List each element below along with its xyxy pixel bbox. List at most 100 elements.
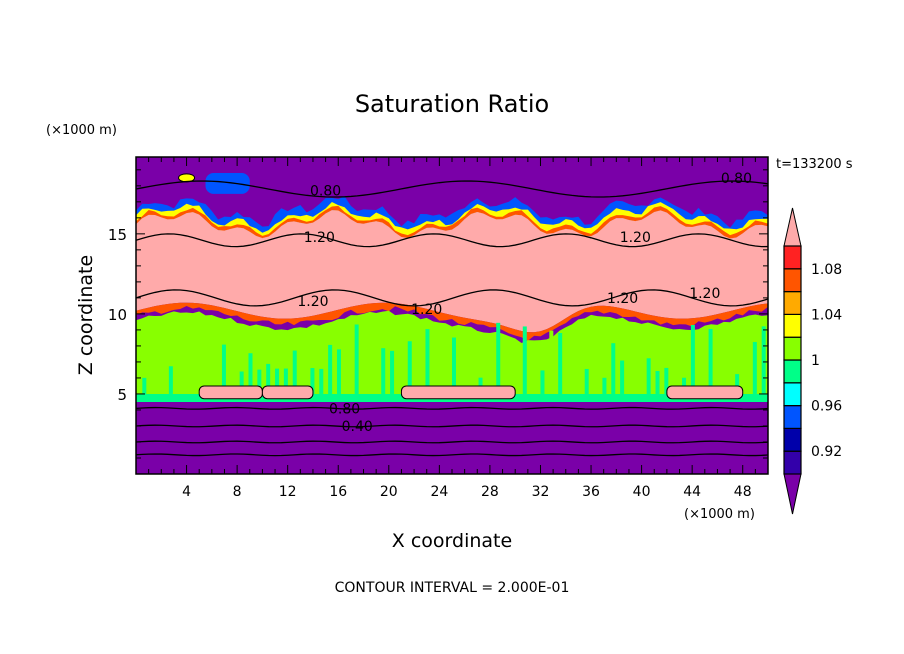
cloud-streak (628, 327, 633, 394)
cloud-streak (726, 373, 731, 394)
x-tick-label: 28 (481, 484, 499, 500)
y-tick-label: 15 (108, 226, 127, 244)
contour-label: 1.20 (304, 230, 335, 246)
stable-pocket (198, 385, 263, 400)
colorbar-swatch (783, 291, 802, 316)
cloud-streak (505, 374, 510, 394)
cloud-streak (257, 369, 262, 394)
upper-moist-patch (205, 173, 250, 194)
cloud-streak (372, 369, 377, 394)
x-tick-label: 32 (532, 484, 550, 500)
cloud-streak (292, 350, 297, 394)
cloud-streak (266, 363, 271, 394)
cloud-streak (336, 349, 341, 394)
contour-label: 0.40 (342, 419, 373, 435)
cloud-streak (248, 353, 253, 394)
x-tick-label: 40 (633, 484, 651, 500)
x-unit-label: (×1000 m) (684, 507, 755, 522)
colorbar-swatch (783, 336, 802, 361)
contour-label: 1.20 (411, 302, 442, 318)
contour-0.80-upper (135, 180, 769, 198)
cloud-streak (540, 370, 545, 394)
cloud-streak (319, 368, 324, 394)
cloud-streak (673, 362, 678, 394)
cloud-streak (390, 350, 395, 394)
contour-field: 0.80 0.80 1.20 1.20 1.20 1.20 1.20 1.20 0.80 0.40 (135, 157, 769, 474)
y-tick-label: 10 (108, 306, 127, 324)
cloud-streak (637, 349, 642, 394)
contour-label: 0.80 (310, 184, 341, 200)
supersaturated-region (136, 210, 768, 333)
cloud-streak (602, 377, 607, 394)
contour-low-0 (135, 406, 769, 410)
contour-label: 1.20 (620, 230, 651, 246)
x-tick-label: 16 (329, 484, 347, 500)
cloud-streak (620, 360, 625, 394)
upper-transition-blue (136, 196, 768, 239)
colorbar-swatch (783, 359, 802, 384)
cloud-streak (664, 367, 669, 394)
cloud-streak (328, 344, 333, 394)
cloud-streak (549, 330, 554, 394)
cloud-streak (407, 341, 412, 394)
cloud-streak (398, 370, 403, 394)
stable-pocket (400, 385, 516, 400)
cloud-streak (186, 332, 191, 394)
cloud-streak (213, 336, 218, 394)
lower-transition-orange (136, 302, 768, 341)
contour-label: 0.80 (721, 171, 752, 187)
colorbar-swatch (783, 427, 802, 452)
cloud-streak (699, 355, 704, 394)
x-tick-label: 24 (430, 484, 448, 500)
colorbar-label: 0.92 (811, 444, 842, 460)
cloud-streak (584, 368, 589, 394)
y-tick-label: 5 (117, 386, 127, 404)
contour-label: 1.20 (297, 294, 328, 310)
cloud-streak (195, 361, 200, 394)
cloud-streak (513, 362, 518, 394)
chart-title: Saturation Ratio (355, 90, 549, 118)
cloud-streak (168, 366, 173, 394)
x-tick-label: 36 (582, 484, 600, 500)
cloud-streak (177, 338, 182, 394)
cloud-streak (283, 368, 288, 394)
cloud-streak (363, 349, 368, 394)
stable-pocket (666, 385, 744, 400)
contour-low-3 (135, 453, 769, 457)
cloud-streak (239, 371, 244, 394)
x-tick-label: 20 (380, 484, 398, 500)
cloud-streak (416, 333, 421, 394)
contour-1.20-upper (135, 233, 769, 248)
cloud-streak (567, 347, 572, 394)
colorbar: 0.92 0.96 1 1.04 1.08 (783, 207, 842, 515)
contour-low-2 (135, 440, 769, 444)
colorbar-under-arrow (783, 473, 802, 515)
y-unit-label: (×1000 m) (46, 123, 117, 138)
cloud-streak (655, 371, 660, 394)
cloud-streak (434, 341, 439, 394)
contour-low-1 (135, 424, 769, 428)
colorbar-label: 0.96 (811, 399, 842, 415)
colorbar-label: 1 (811, 353, 820, 369)
cloud-streak (735, 374, 740, 394)
colorbar-swatch (783, 405, 802, 430)
cloud-streak (301, 372, 306, 394)
cloud-streak (160, 322, 165, 394)
colorbar-label: 1.08 (811, 262, 842, 278)
colorbar-label: 1.04 (811, 307, 842, 323)
cloud-streak (717, 369, 722, 394)
time-label: t=133200 s (776, 157, 853, 172)
cloud-streak (345, 344, 350, 394)
cloud-streak (611, 343, 616, 394)
colorbar-swatch (783, 313, 802, 338)
cloud-streak (310, 368, 315, 394)
cloud-streak (151, 360, 156, 394)
upper-transition-yellow (136, 202, 768, 239)
cloud-streak (690, 324, 695, 394)
cloud-streak (593, 332, 598, 394)
cloud-streak (575, 372, 580, 394)
cloud-streak (487, 342, 492, 394)
cloud-streak (531, 366, 536, 394)
contour-label: 0.80 (329, 401, 360, 417)
